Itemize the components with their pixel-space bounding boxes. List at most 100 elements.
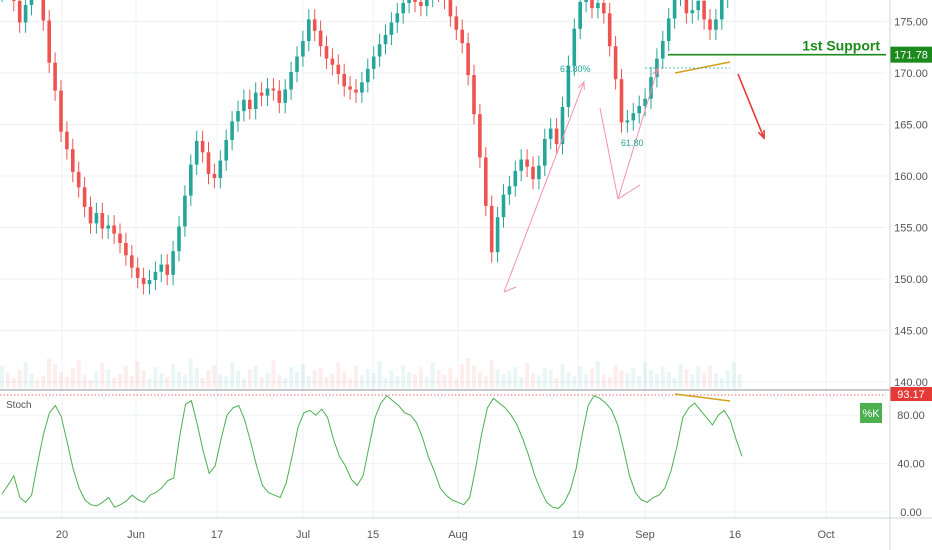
candle-body [501,194,506,218]
candle-body [572,28,577,66]
candle-body [265,88,270,96]
candle-body [649,77,653,99]
volume-bar [377,361,382,388]
impulse-arrow-2 [617,67,659,200]
candle-body [377,44,382,57]
candle-body [342,74,346,87]
volume-bar [112,378,117,388]
volume-bar [454,379,459,388]
candle-body [53,62,57,91]
price-tick-label: 155.00 [894,223,928,235]
volume-bar [300,364,305,388]
volume-bar [177,372,181,388]
candle-body [171,251,175,275]
volume-bar [430,362,435,388]
volume-bar [395,376,400,388]
volume-bar [29,374,34,388]
candle-body [643,98,647,106]
volume-bar [359,375,364,388]
candle-body [661,41,665,59]
candle-body [371,56,376,69]
candle-body [525,159,529,167]
candle-body [253,92,258,110]
volume-bar [118,374,122,388]
volume-bar [542,368,547,388]
stoch-tick-label: 80.00 [897,410,925,422]
candle-body [413,0,417,2]
candle-body [271,88,276,91]
volume-bar [336,363,341,388]
time-tick-label: 17 [211,529,223,541]
candle-body [696,0,700,11]
candle-body [194,140,199,165]
grid [0,0,886,518]
volume-bar [17,370,22,388]
retrace-leg [599,107,619,200]
candle-body [348,86,352,90]
volume-bar [401,365,406,388]
volume-bar [442,375,447,388]
price-tick-label: 145.00 [894,326,928,338]
impulse-base-1 [503,286,517,293]
candle-body [383,34,388,45]
candle-body [495,217,500,253]
impulse-arrow-1-head [578,80,585,91]
stoch-line [1,395,743,509]
volume-bar [306,376,311,388]
volume-bar [519,377,524,388]
volume-bar [584,374,589,388]
candle-body [118,233,122,243]
volume-bar [448,368,453,388]
volume-bar [625,373,630,388]
candle-body [76,171,81,188]
volume-bar [82,375,87,388]
candlesticks [1,0,729,295]
horizontal-levels: 2nd Resistance185.531st Resistance180.05… [668,38,932,63]
candle-body [259,92,264,96]
candle-body [702,0,706,20]
volume-bar [631,368,636,388]
candle-body [59,90,63,132]
volume-bar [637,376,642,388]
candle-body [242,99,246,112]
volume-bar [690,375,695,388]
volume-bar [436,370,441,388]
candle-body [29,0,34,6]
volume-bar [719,378,724,388]
candle-body [153,271,158,281]
volume-bar [212,365,217,388]
volume-bar [525,363,530,388]
candle-body [537,165,541,180]
volume-bar [649,370,653,388]
volume-bar [153,367,158,388]
candle-body [472,75,476,115]
candle-body [478,114,482,158]
candle-body [714,19,718,30]
candle-body [531,166,535,180]
volume-bar [472,366,476,388]
volume-bar [365,369,370,388]
volume-bar [5,373,10,388]
volume-bar [259,377,264,388]
volume-bar [47,358,52,388]
candle-body [548,128,553,139]
volume-bar [76,360,81,388]
candle-body [543,138,547,166]
candle-body [336,64,341,75]
volume-bar [206,370,211,388]
time-tick-label: 20 [56,529,68,541]
candle-body [460,29,464,44]
fib-annotation-2: 61.80 [621,138,644,148]
candle-body [584,0,588,2]
candle-body [17,0,22,23]
time-tick-label: Oct [817,529,834,541]
time-tick-label: Sep [635,529,655,541]
candle-body [307,19,311,42]
impulse-arrow-1 [503,81,585,293]
volume-bar [188,359,193,388]
volume-bar [578,366,583,388]
candle-body [82,187,87,207]
volume-bar [507,371,512,388]
volume-bar [713,373,718,388]
